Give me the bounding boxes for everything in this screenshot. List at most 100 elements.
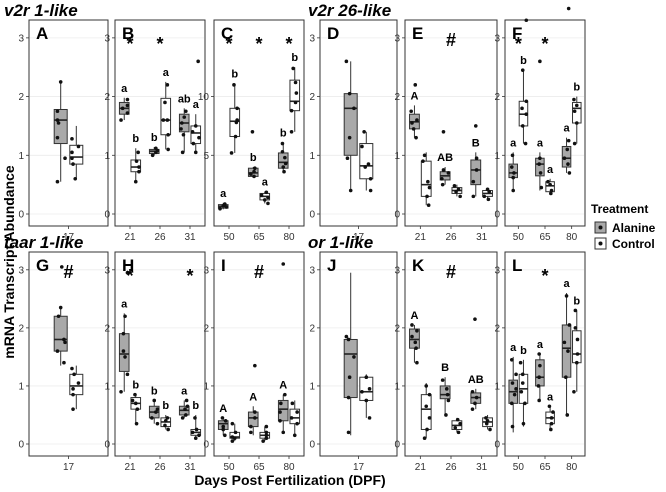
data-point: [427, 185, 432, 190]
data-point: [524, 99, 529, 104]
x-tick-label: 17: [353, 462, 365, 473]
data-point: [55, 135, 60, 140]
box-L-50-control: [518, 359, 529, 427]
data-point: [197, 433, 201, 438]
y-tick-label: 3: [104, 265, 110, 276]
data-point: [193, 150, 198, 155]
data-point: [422, 153, 427, 158]
asterisk-marker: *: [126, 34, 133, 54]
data-point: [453, 425, 458, 430]
box-iqr: [359, 143, 374, 180]
significance-letter: b: [231, 69, 238, 81]
box-iqr: [53, 108, 68, 145]
significance-letter: a: [563, 278, 570, 290]
box-iqr: [439, 385, 451, 400]
data-point: [537, 352, 541, 356]
data-point: [137, 165, 141, 169]
data-point: [425, 427, 429, 432]
x-tick-label: 31: [476, 462, 488, 473]
data-point: [71, 387, 75, 391]
data-point: [440, 378, 445, 382]
data-point: [360, 389, 364, 394]
panel-frame-F: [504, 19, 586, 227]
data-point: [261, 439, 265, 443]
data-point: [282, 169, 286, 174]
data-point: [520, 68, 525, 72]
data-point: [509, 401, 514, 406]
box-H-26-alanine: [148, 398, 160, 426]
box-C-65-alanine: [247, 130, 259, 179]
box-B-31-alanine: [178, 108, 190, 155]
data-point: [121, 349, 126, 353]
data-point: [59, 265, 64, 269]
data-point: [486, 197, 491, 202]
hash-marker: #: [254, 262, 264, 282]
significance-letter: b: [520, 55, 527, 67]
data-point: [362, 130, 366, 134]
y-tick-label: 3: [18, 265, 24, 276]
y-tick-label: 2: [494, 323, 500, 334]
data-point: [566, 349, 570, 353]
data-point: [280, 141, 285, 146]
y-tick-label: 2: [18, 323, 24, 334]
significance-letter: a: [193, 99, 200, 111]
data-point: [573, 308, 578, 313]
data-point: [510, 153, 515, 158]
data-point: [567, 171, 572, 175]
box-iqr: [545, 181, 555, 193]
hash-marker: #: [63, 262, 73, 282]
data-point: [193, 416, 197, 420]
asterisk-marker: *: [156, 34, 163, 54]
significance-letter: b: [250, 152, 257, 164]
data-point: [347, 135, 352, 140]
data-point: [562, 340, 567, 345]
data-point: [440, 182, 445, 187]
legend: Treatment Alanine Control: [591, 202, 656, 251]
asterisk-marker: *: [225, 34, 232, 54]
box-F-80-alanine: [561, 6, 572, 175]
data-point: [253, 410, 257, 414]
data-point: [485, 187, 490, 192]
data-point: [415, 360, 419, 365]
data-point: [76, 381, 81, 385]
data-point: [575, 352, 580, 356]
data-point: [549, 421, 554, 426]
data-point: [72, 372, 76, 377]
legend-label-alanine: Alanine: [612, 221, 656, 235]
data-point: [564, 294, 569, 298]
panel-letter-G: G: [36, 256, 49, 275]
panel-letter-K: K: [412, 256, 425, 275]
data-point: [352, 355, 356, 359]
data-point: [574, 103, 579, 108]
data-point: [564, 375, 568, 380]
data-point: [250, 130, 255, 134]
data-point: [293, 80, 298, 85]
data-point: [224, 205, 229, 209]
legend-title: Treatment: [591, 202, 648, 216]
data-point: [154, 146, 158, 151]
data-point: [471, 194, 476, 199]
data-point: [134, 421, 139, 426]
panel-letter-J: J: [327, 256, 336, 275]
data-point: [426, 179, 430, 184]
significance-letter: b: [162, 400, 169, 412]
legend-key-control-dot: [598, 241, 603, 246]
data-point: [252, 174, 256, 179]
data-point: [184, 109, 188, 114]
data-point: [524, 18, 529, 23]
x-tick-label: 17: [63, 462, 75, 473]
data-point: [133, 401, 138, 406]
data-point: [264, 190, 269, 195]
y-tick-label: 3: [104, 33, 110, 44]
data-point: [233, 430, 238, 435]
data-point: [574, 360, 579, 365]
data-point: [185, 404, 190, 409]
data-point: [161, 118, 166, 122]
box-C-65-control: [259, 190, 271, 206]
y-tick-label: 0: [494, 210, 500, 221]
data-point: [58, 305, 63, 310]
data-point: [166, 427, 170, 432]
x-tick-label: 31: [184, 462, 196, 473]
significance-letter: a: [262, 177, 269, 189]
